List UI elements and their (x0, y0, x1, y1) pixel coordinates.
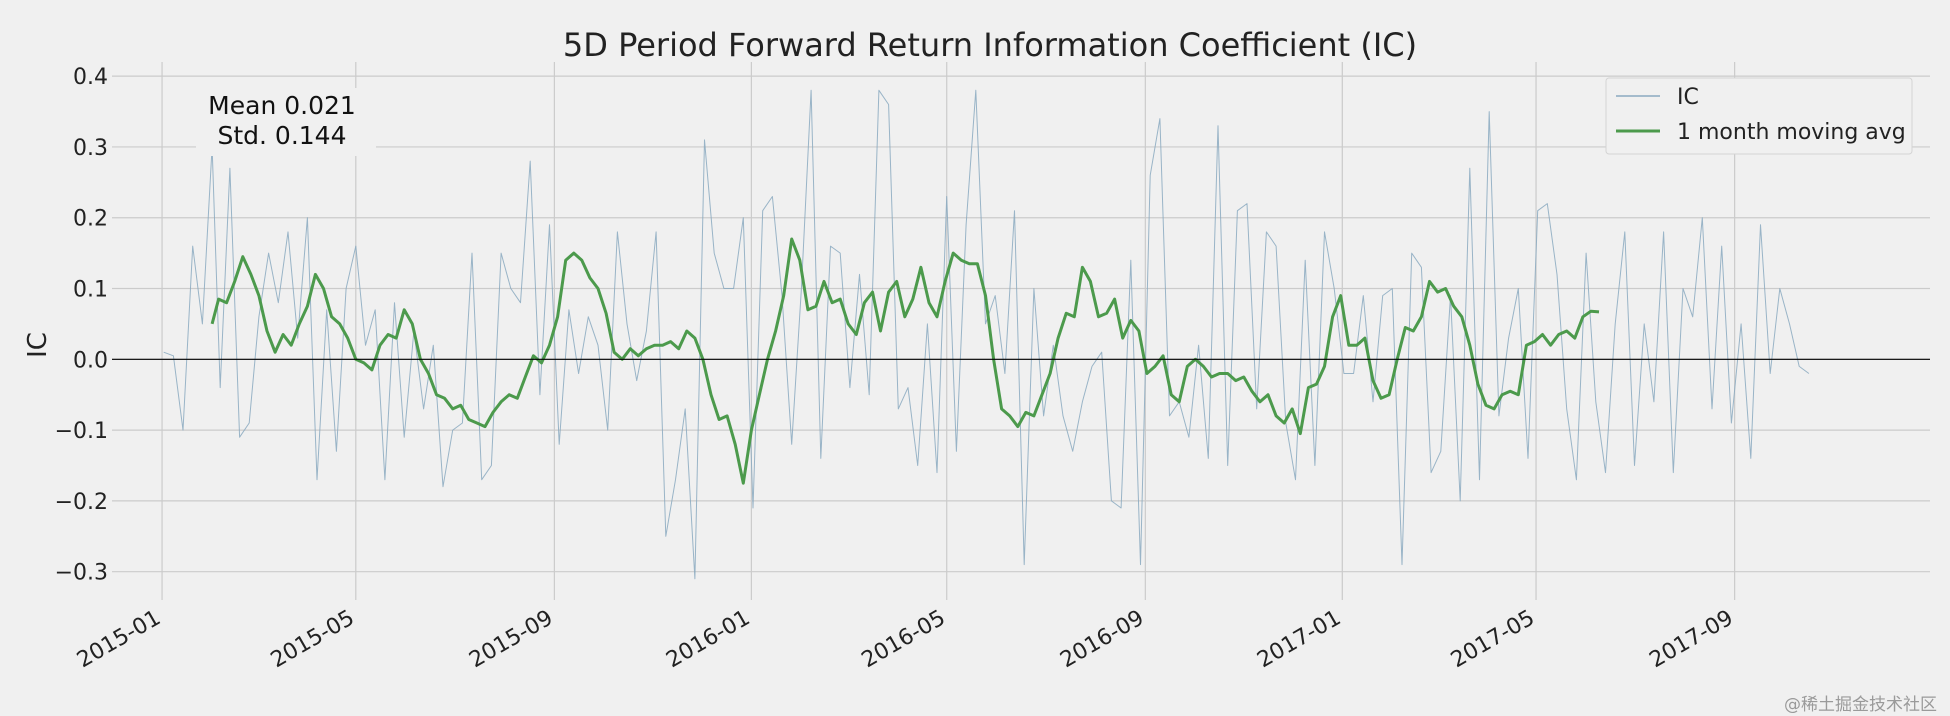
y-tick-label: 0.3 (73, 136, 108, 161)
y-tick-label: −0.1 (55, 419, 108, 444)
x-tick-label: 2015-09 (465, 606, 557, 674)
y-tick-label: −0.2 (55, 490, 108, 515)
x-tick-label: 2016-05 (858, 606, 950, 674)
ic-mean-annotation: Mean 0.021 (208, 91, 356, 120)
y-tick-label: 0.2 (73, 207, 108, 232)
stats-annotation-box (196, 88, 376, 156)
x-tick-label: 2016-01 (662, 606, 754, 674)
y-axis-label: IC (23, 332, 53, 358)
legend-label-ic: IC (1677, 85, 1699, 110)
ic-std-annotation: Std. 0.144 (217, 121, 346, 150)
x-tick-label: 2015-01 (73, 606, 165, 674)
legend-box (1605, 77, 1913, 155)
x-tick-label: 2016-09 (1056, 606, 1148, 674)
watermark: @稀土掘金技术社区 (1784, 695, 1937, 715)
legend: IC 1 month moving avg (1605, 77, 1913, 155)
moving-avg-series-line (210, 237, 1600, 485)
y-tick-label: 0.4 (73, 65, 108, 90)
chart-title: 5D Period Forward Return Information Coe… (563, 26, 1417, 64)
y-tick-label: 0.0 (73, 348, 108, 373)
x-tick-label: 2017-05 (1447, 606, 1539, 674)
axes-layer: −0.3 −0.2 −0.1 0.0 0.1 0.2 0.3 0.4 2015-01 2015-0… (55, 65, 1930, 673)
series-layer (163, 89, 1810, 580)
y-tick-label: 0.1 (73, 278, 108, 303)
y-tick-label: −0.3 (55, 561, 108, 586)
x-tick-label: 2017-01 (1253, 606, 1345, 674)
x-tick-label: 2017-09 (1646, 606, 1738, 674)
grid-layer (112, 62, 1930, 600)
x-tick-label: 2015-05 (267, 606, 359, 674)
legend-label-moving-avg: 1 month moving avg (1677, 120, 1906, 145)
